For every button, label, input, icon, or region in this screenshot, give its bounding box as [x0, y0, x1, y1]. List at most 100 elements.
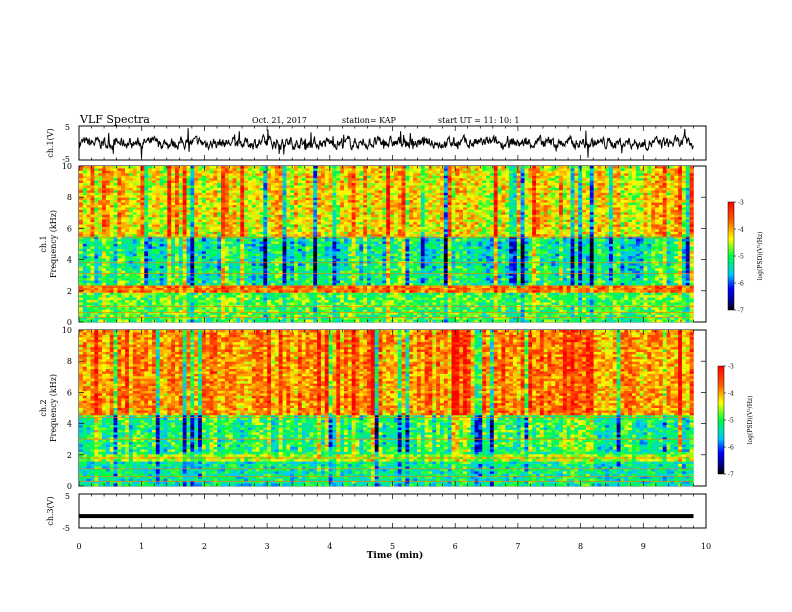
- spectrogram-cell: [578, 209, 583, 213]
- spectrogram-cell: [432, 214, 437, 218]
- spectrogram-cell: [397, 226, 402, 230]
- spectrogram-cell: [512, 229, 518, 233]
- spectrogram-cell: [274, 166, 279, 169]
- spectrogram-cell: [420, 173, 425, 177]
- spectrogram-cell: [228, 180, 233, 184]
- spectrogram-cell: [232, 212, 237, 216]
- spectrogram-cell: [90, 190, 95, 194]
- spectrogram-cell: [666, 214, 671, 218]
- spectrogram-cell: [470, 190, 475, 194]
- spectrogram-cell: [574, 187, 579, 191]
- spectrogram-cell: [382, 180, 387, 184]
- spectrogram-cell: [90, 217, 95, 220]
- spectrogram-cell: [109, 207, 114, 211]
- spectrogram-cell: [451, 222, 456, 225]
- spectrogram-cell: [128, 168, 134, 172]
- spectrogram-cell: [624, 190, 629, 194]
- spectrogram-cell: [482, 217, 487, 220]
- spectrogram-cell: [286, 168, 291, 172]
- spectrogram-cell: [370, 197, 376, 201]
- spectrogram-cell: [559, 214, 564, 218]
- spectrogram-cell: [109, 202, 114, 206]
- spectrogram-cell: [390, 178, 395, 181]
- spectrogram-cell: [221, 212, 226, 216]
- spectrogram-cell: [405, 207, 410, 211]
- spectrogram-cell: [681, 192, 687, 196]
- spectrogram-cell: [194, 197, 199, 201]
- spectrogram-cell: [247, 217, 253, 220]
- spectrogram-cell: [386, 187, 391, 191]
- spectrogram-cell: [647, 183, 652, 186]
- spectrogram-cell: [539, 183, 544, 186]
- spectrogram-cell: [351, 224, 356, 228]
- spectrogram-cell: [86, 166, 91, 169]
- spectrogram-cell: [271, 187, 276, 191]
- spectrogram-cell: [532, 219, 537, 223]
- spectrogram-cell: [190, 173, 195, 177]
- spectrogram-cell: [647, 205, 652, 208]
- spectrogram-cell: [244, 234, 249, 237]
- spectrogram-cell: [512, 175, 518, 179]
- spectrogram-cell: [125, 192, 130, 196]
- spectrogram-cell: [578, 178, 583, 181]
- spectrogram-cell: [136, 226, 141, 230]
- spectrogram-cell: [405, 205, 410, 208]
- spectrogram-cell: [601, 183, 606, 186]
- spectrogram-cell: [297, 202, 303, 206]
- spectrogram-cell: [286, 175, 291, 179]
- spectrogram-cell: [309, 178, 314, 181]
- spectrogram-cell: [409, 173, 414, 177]
- spectrogram-cell: [244, 217, 249, 220]
- spectrogram-cell: [532, 229, 537, 233]
- spectrogram-cell: [301, 183, 306, 186]
- spectrogram-cell: [459, 178, 464, 181]
- spectrogram-cell: [455, 168, 460, 172]
- spectrogram-cell: [516, 178, 521, 181]
- spectrogram-cell: [213, 178, 218, 181]
- spectrogram-cell: [658, 195, 664, 198]
- spectrogram-cell: [324, 175, 329, 179]
- spectrogram-cell: [125, 214, 130, 218]
- spectrogram-cell: [94, 226, 99, 230]
- spectrogram-cell: [374, 222, 379, 225]
- spectrogram-cell: [635, 224, 640, 228]
- spectrogram-cell: [151, 178, 157, 181]
- spectrogram-cell: [340, 229, 345, 233]
- spectrogram-cell: [647, 200, 652, 203]
- spectrogram-cell: [390, 168, 395, 172]
- spectrogram-cell: [109, 183, 114, 186]
- spectrogram-cell: [328, 234, 333, 237]
- spectrogram-cell: [159, 180, 164, 184]
- spectrogram-cell: [405, 187, 410, 191]
- spectrogram-cell: [528, 219, 533, 223]
- spectrogram-cell: [678, 197, 683, 201]
- spectrogram-cell: [474, 217, 479, 220]
- spectrogram-cell: [574, 205, 579, 208]
- spectrogram-cell: [86, 226, 91, 230]
- spectrogram-cell: [616, 229, 621, 233]
- spectrogram-cell: [597, 207, 602, 211]
- spectrogram-cell: [79, 187, 84, 191]
- spectrogram-cell: [247, 168, 253, 172]
- spectrogram-cell: [105, 168, 111, 172]
- spectrogram-cell: [94, 166, 99, 169]
- spectrogram-cell: [148, 183, 153, 186]
- spectrogram-cell: [117, 202, 122, 206]
- spectrogram-cell: [363, 202, 368, 206]
- spectrogram-cell: [209, 195, 214, 198]
- station-label: station= KAP: [342, 116, 396, 125]
- spectrogram-cell: [608, 168, 614, 172]
- spectrogram-cell: [163, 175, 168, 179]
- spectrogram-cell: [105, 239, 111, 242]
- spectrogram-cell: [317, 173, 322, 177]
- spectrogram-cell: [224, 180, 230, 184]
- spectrogram-cell: [670, 202, 675, 206]
- spectrogram-cell: [286, 197, 291, 201]
- spectrogram-cell: [117, 231, 122, 235]
- spectrogram-cell: [79, 175, 84, 179]
- spectrogram-cell: [482, 195, 487, 198]
- spectrogram-cell: [159, 173, 164, 177]
- spectrogram-cell: [144, 175, 149, 179]
- spectrogram-cell: [516, 192, 521, 196]
- spectrogram-cell: [105, 200, 111, 203]
